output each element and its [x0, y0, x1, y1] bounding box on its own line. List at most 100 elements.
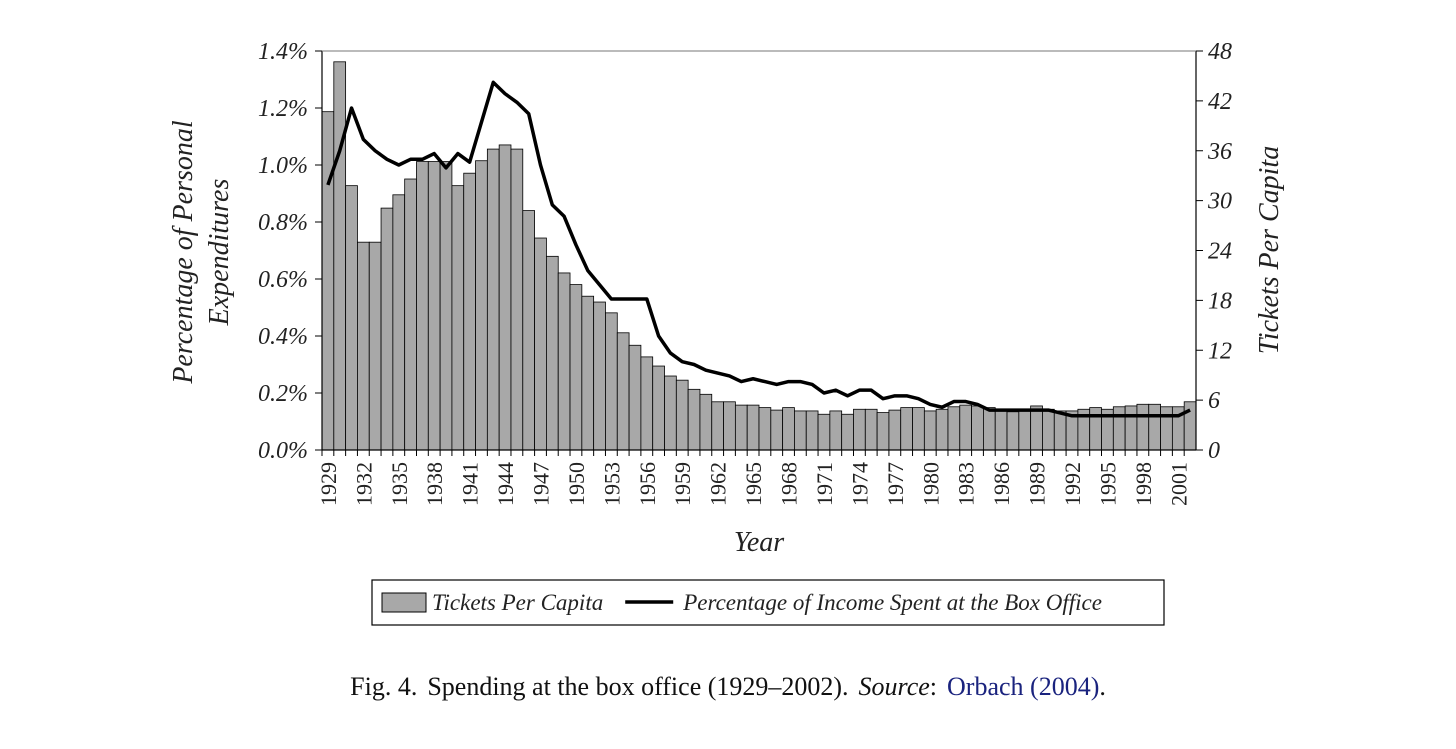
caption-text: Spending at the box office (1929–2002).	[427, 672, 849, 701]
bar	[794, 410, 807, 451]
bar	[734, 404, 748, 451]
bar	[699, 393, 713, 451]
bar	[416, 161, 429, 451]
bar	[333, 61, 347, 451]
bar	[380, 207, 394, 451]
bar	[746, 404, 760, 451]
caption-end: .	[1099, 672, 1106, 701]
x-tick-label: 1956	[635, 462, 660, 506]
x-tick-label: 1992	[1060, 462, 1085, 506]
y-tick-label: 1.4%	[258, 39, 308, 65]
x-tick-label: 1998	[1131, 462, 1156, 506]
y2-tick-label: 42	[1208, 89, 1232, 115]
bar	[1030, 405, 1043, 451]
bar	[770, 409, 784, 451]
bar	[888, 409, 902, 451]
bar	[439, 161, 453, 451]
bar	[923, 410, 937, 451]
x-tick-label: 1965	[741, 462, 766, 506]
y2-tick-label: 36	[1207, 139, 1232, 165]
bar	[475, 160, 488, 451]
bar	[876, 412, 890, 451]
y2-tick-label: 6	[1208, 388, 1220, 414]
bar	[994, 410, 1008, 451]
bar	[404, 178, 417, 451]
bar	[498, 144, 512, 451]
source-ref: Orbach (2004)	[947, 672, 1100, 701]
bar	[1124, 405, 1138, 451]
bar	[1136, 403, 1150, 451]
line	[326, 80, 1191, 418]
bar	[640, 356, 654, 451]
y2-axis-title: Tickets Per Capita	[1254, 146, 1285, 354]
bar	[1053, 410, 1067, 451]
chart: 0.0% 0.2% 0.4% 0.6% 0.8% 1.0% 1.2% 1.4% 0 6 12 18 24…	[168, 39, 1285, 626]
bar	[805, 410, 819, 451]
bar	[711, 401, 724, 451]
bar	[947, 406, 961, 451]
bar	[392, 194, 406, 451]
y2-tick-label: 30	[1207, 189, 1232, 215]
y-tick-label: 0.8%	[258, 210, 308, 236]
x-tick-label: 1959	[670, 462, 695, 506]
legend-label: Percentage of Income Spent at the Box Of…	[682, 590, 1102, 615]
x-tick-label: 1962	[706, 462, 731, 506]
x-tick-label: 1977	[883, 462, 908, 506]
x-tick-label: 1935	[387, 462, 412, 506]
bar	[628, 344, 642, 451]
bar	[912, 407, 925, 451]
bar	[368, 241, 382, 451]
y-axis-title: Expenditures	[204, 179, 235, 327]
y2-tick-label: 12	[1208, 338, 1232, 364]
bar	[510, 148, 524, 451]
x-tick-label: 1968	[777, 462, 802, 506]
bar	[581, 295, 595, 451]
bar	[1042, 408, 1055, 451]
bar	[782, 407, 795, 451]
bar	[652, 365, 665, 451]
bar	[935, 408, 949, 451]
x-tick-label: 1950	[564, 462, 589, 506]
bar	[723, 401, 736, 451]
x-tick-label: 1989	[1025, 462, 1050, 506]
bar	[1148, 403, 1161, 451]
y2-tick-label: 0	[1208, 438, 1220, 464]
x-tick-label: 1941	[458, 462, 483, 506]
legend-label: Tickets Per Capita	[432, 590, 603, 615]
y-tick-label: 0.4%	[258, 324, 308, 350]
bar	[534, 237, 547, 451]
x-tick-label: 1929	[316, 462, 341, 506]
x-tick-label: 1980	[918, 462, 943, 506]
bar	[983, 407, 996, 451]
bar	[1160, 406, 1173, 451]
bar	[486, 148, 500, 451]
bar	[357, 241, 370, 451]
bar	[463, 172, 476, 451]
bar	[959, 404, 972, 451]
x-axis-title: Year	[734, 527, 784, 558]
bar	[522, 210, 535, 451]
bar	[451, 185, 465, 451]
bar	[841, 413, 854, 451]
bar	[345, 185, 358, 451]
bar	[1089, 407, 1102, 451]
bar	[971, 405, 984, 451]
source-sep: :	[929, 672, 938, 701]
bar	[427, 161, 441, 451]
bar	[687, 388, 701, 451]
y-tick-label: 1.2%	[258, 96, 308, 122]
bar	[546, 255, 559, 451]
legend-swatch	[381, 592, 427, 613]
x-tick-label: 1986	[989, 462, 1014, 506]
y2-tick-label: 48	[1208, 39, 1232, 65]
bar	[321, 111, 335, 451]
x-tick-label: 1995	[1095, 462, 1120, 506]
caption: Fig. 4. Spending at the box office (1929–…	[0, 672, 1456, 702]
x-tick-label: 1953	[599, 462, 624, 506]
y-tick-label: 0.2%	[258, 381, 308, 407]
y-tick-label: 1.0%	[258, 153, 308, 179]
x-tick-label: 1974	[847, 462, 872, 506]
y-axis-title: Percentage of Personal	[168, 120, 199, 385]
y-tick-label: 0.6%	[258, 267, 308, 293]
